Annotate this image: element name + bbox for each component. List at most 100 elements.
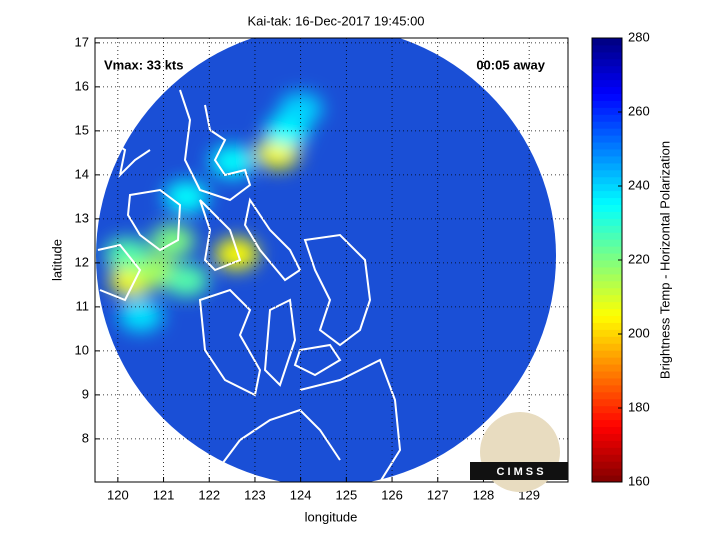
x-axis-label: longitude <box>305 509 358 524</box>
colorbar-cell <box>592 58 622 67</box>
colorbar-cell <box>592 301 622 310</box>
colorbar-tick-label: 260 <box>628 103 650 118</box>
colorbar-cell <box>592 391 622 400</box>
x-tick-label: 124 <box>290 487 312 502</box>
colorbar-cell <box>592 190 622 199</box>
colorbar-cell <box>592 357 622 365</box>
y-tick-label: 17 <box>75 34 89 49</box>
y-tick-label: 15 <box>75 122 89 137</box>
colorbar-cell <box>592 162 622 171</box>
colorbar-cell <box>592 225 622 233</box>
x-tick-label: 122 <box>198 487 220 502</box>
x-tick-label: 121 <box>153 487 175 502</box>
cell <box>214 238 259 271</box>
colorbar-tick-label: 240 <box>628 177 650 192</box>
y-tick-label: 12 <box>75 254 89 269</box>
colorbar-cell <box>592 128 622 136</box>
colorbar-tick-label: 220 <box>628 251 650 266</box>
colorbar-cell <box>592 149 622 157</box>
y-tick-label: 11 <box>76 298 90 313</box>
colorbar-cell <box>592 100 622 108</box>
colorbar-cell <box>592 343 622 351</box>
colorbar-cell <box>592 135 622 143</box>
colorbar-cell <box>592 384 622 393</box>
colorbar-cell <box>592 412 622 421</box>
x-tick-label: 128 <box>473 487 495 502</box>
y-tick-label: 10 <box>75 342 89 357</box>
colorbar-cell <box>592 155 622 164</box>
y-tick-label: 14 <box>75 166 89 181</box>
colorbar-cell <box>592 169 622 178</box>
colorbar-label: Brightness Temp - Horizontal Polarizatio… <box>657 141 672 379</box>
colorbar-cell <box>592 440 622 448</box>
colorbar-cell <box>592 273 622 282</box>
colorbar-cell <box>592 308 622 316</box>
x-tick-label: 127 <box>427 487 449 502</box>
colorbar-cell <box>592 266 622 275</box>
y-axis-label: latitude <box>49 239 64 281</box>
colorbar-cell <box>592 315 622 323</box>
colorbar-cell <box>592 475 622 483</box>
colorbar-cell <box>592 398 622 407</box>
colorbar-cell <box>592 204 622 212</box>
colorbar-cell <box>592 114 622 122</box>
colorbar-cell <box>592 371 622 379</box>
colorbar-cell <box>592 197 622 205</box>
x-tick-label: 126 <box>381 487 403 502</box>
logo: C I M S S <box>470 412 568 492</box>
colorbar-cell <box>592 183 622 192</box>
y-tick-label: 8 <box>82 430 89 445</box>
colorbar-cell <box>592 433 622 441</box>
colorbar-cell <box>592 377 622 386</box>
colorbar-cell <box>592 218 622 226</box>
colorbar-cell <box>592 38 622 46</box>
colorbar-cell <box>592 454 622 462</box>
colorbar-cell <box>592 322 622 330</box>
cell <box>118 299 163 332</box>
colorbar-cell <box>592 364 622 372</box>
colorbar-cell <box>592 232 622 240</box>
colorbar-cell <box>592 468 622 476</box>
colorbar-cell <box>592 287 622 296</box>
y-tick-label: 9 <box>82 386 89 401</box>
colorbar-cell <box>592 253 622 261</box>
coastlines <box>97 89 402 482</box>
colorbar-cell <box>592 329 622 337</box>
x-tick-label: 125 <box>336 487 358 502</box>
y-tick-label: 16 <box>75 78 89 93</box>
colorbar-tick-label: 160 <box>628 473 650 488</box>
colorbar-tick-label: 180 <box>628 399 650 414</box>
plot <box>96 38 556 482</box>
colorbar-cell <box>592 107 622 115</box>
x-tick-label: 120 <box>107 487 129 502</box>
colorbar-cell <box>592 121 622 129</box>
colorbar-cell <box>592 447 622 455</box>
colorbar-cell <box>592 176 622 185</box>
colorbar-cell <box>592 260 622 268</box>
x-tick-label: 123 <box>244 487 266 502</box>
colorbar-tick-label: 280 <box>628 29 650 44</box>
annotation: 00:05 away <box>476 57 545 72</box>
chart-title: Kai-tak: 16-Dec-2017 19:45:00 <box>247 13 424 28</box>
logo-text: C I M S S <box>496 466 543 478</box>
colorbar-cell <box>592 51 622 60</box>
swath-disc <box>96 38 556 482</box>
colorbar-cell <box>592 405 622 414</box>
cell <box>164 264 209 297</box>
colorbar-tick-label: 200 <box>628 325 650 340</box>
colorbar-cell <box>592 79 622 88</box>
plot-frame <box>94 37 569 483</box>
annotation: Vmax: 33 kts <box>104 57 184 72</box>
cell <box>150 224 195 257</box>
cell <box>164 180 209 213</box>
colorbar-cell <box>592 426 622 434</box>
colorbar-cell <box>592 280 622 289</box>
y-tick-label: 13 <box>75 210 89 225</box>
colorbar: 160 180 200 220 240 260 280 <box>591 29 650 488</box>
colorbar-cell <box>592 246 622 254</box>
colorbar-cell <box>592 350 622 358</box>
axes: 120 121 122 123 124 125 126 127 128 1298910111213… <box>75 34 568 502</box>
colorbar-cell <box>592 419 622 427</box>
